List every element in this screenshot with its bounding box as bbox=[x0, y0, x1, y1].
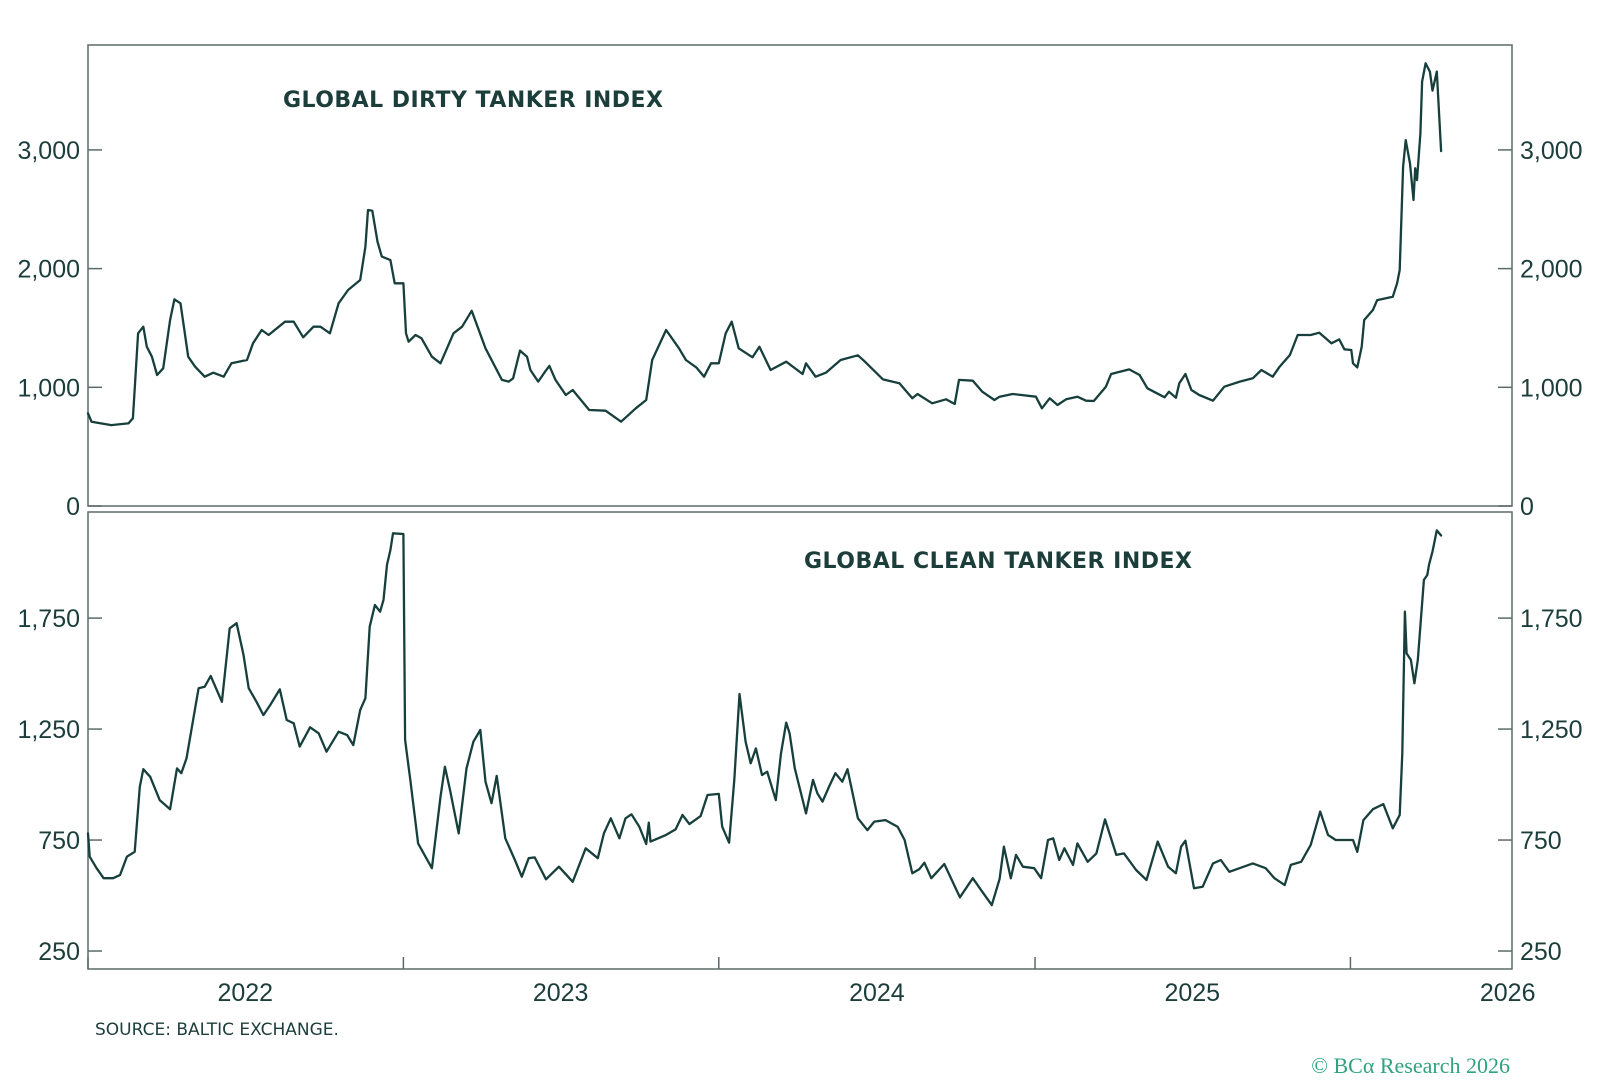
y-tick-label-right: 250 bbox=[1520, 938, 1562, 966]
dirty-panel-title: GLOBAL DIRTY TANKER INDEX bbox=[283, 88, 663, 113]
dirty-panel-frame bbox=[87, 44, 1513, 507]
clean-index-line bbox=[86, 529, 1443, 907]
y-tick-label-left: 750 bbox=[38, 827, 80, 855]
y-tick-label-right: 1,750 bbox=[1520, 605, 1583, 633]
y-tick-label-right: 3,000 bbox=[1520, 137, 1583, 165]
x-axis: 2022 2023 2024 2025 2026 bbox=[87, 957, 1536, 1007]
x-tick-label: 2023 bbox=[533, 979, 589, 1007]
x-tick-label: 2024 bbox=[849, 979, 905, 1007]
clean-panel-frame bbox=[87, 511, 1513, 970]
y-tick-label-left: 0 bbox=[66, 493, 80, 521]
y-tick-label-right: 2,000 bbox=[1520, 256, 1583, 284]
y-tick-label-right: 1,250 bbox=[1520, 716, 1583, 744]
dirty-index-line bbox=[86, 62, 1443, 427]
copyright-logo: © BCα Research 2026 bbox=[1311, 1053, 1510, 1078]
x-tick-label: 2022 bbox=[217, 979, 273, 1007]
dirty-tanker-panel: GLOBAL DIRTY TANKER INDEX 0 0 1,000 1,000 2,… bbox=[17, 44, 1583, 521]
y-tick-label-left: 2,000 bbox=[17, 256, 80, 284]
y-tick-label-right: 750 bbox=[1520, 827, 1562, 855]
y-tick-label-left: 3,000 bbox=[17, 137, 80, 165]
y-tick-label-left: 1,250 bbox=[17, 716, 80, 744]
x-tick-label: 2025 bbox=[1164, 979, 1220, 1007]
y-tick-label-left: 1,750 bbox=[17, 605, 80, 633]
source-note: SOURCE: BALTIC EXCHANGE. bbox=[95, 1020, 339, 1040]
y-tick-label-left: 1,000 bbox=[17, 374, 80, 402]
clean-tanker-panel: GLOBAL CLEAN TANKER INDEX 250 250 750 750 1,… bbox=[17, 511, 1583, 970]
clean-panel-title: GLOBAL CLEAN TANKER INDEX bbox=[804, 549, 1192, 574]
y-tick-label-right: 1,000 bbox=[1520, 374, 1583, 402]
x-tick-label: 2026 bbox=[1480, 979, 1536, 1007]
y-tick-label-left: 250 bbox=[38, 938, 80, 966]
y-tick-label-right: 0 bbox=[1520, 493, 1534, 521]
